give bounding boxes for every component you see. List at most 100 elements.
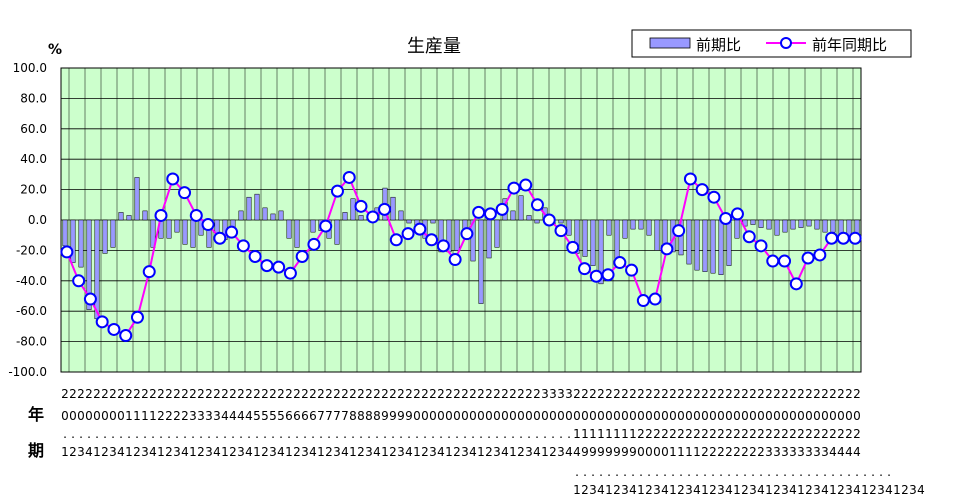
- x-tick-label: .: [839, 465, 843, 479]
- x-tick-label: 2: [373, 387, 381, 401]
- x-tick-label: 2: [421, 445, 429, 459]
- x-tick-label: 1: [445, 445, 453, 459]
- x-tick-label: 4: [821, 483, 829, 497]
- x-tick-label: 2: [653, 427, 661, 441]
- x-tick-label: 0: [629, 409, 637, 423]
- bar: [718, 219, 724, 275]
- line-point: [178, 186, 192, 200]
- x-tick-label: 0: [485, 409, 493, 423]
- x-tick-label: 2: [485, 387, 493, 401]
- line-point: [130, 310, 144, 324]
- bar: [262, 207, 268, 221]
- x-tick-label: .: [855, 465, 859, 479]
- x-tick-label: 0: [573, 409, 581, 423]
- x-tick-label: 0: [581, 409, 589, 423]
- x-tick-label: 2: [69, 387, 77, 401]
- x-tick-label: 1: [637, 483, 645, 497]
- y-tick-label: -40.0: [16, 274, 47, 288]
- x-tick-label: 3: [765, 445, 773, 459]
- bar: [814, 219, 820, 230]
- x-tick-label: 1: [125, 409, 133, 423]
- x-tick-label: 0: [693, 409, 701, 423]
- x-tick-label: 2: [741, 445, 749, 459]
- line-point: [201, 218, 215, 232]
- x-tick-label: .: [759, 465, 763, 479]
- x-tick-label: 2: [701, 387, 709, 401]
- row-label-year: 年: [28, 405, 44, 424]
- bar: [118, 212, 124, 221]
- x-tick-label: 2: [341, 387, 349, 401]
- bar: [86, 219, 92, 310]
- bar: [102, 219, 108, 254]
- x-tick-label: 1: [605, 483, 613, 497]
- bar: [774, 219, 780, 236]
- x-tick-label: 2: [845, 427, 853, 441]
- y-unit-label: %: [48, 42, 62, 58]
- x-tick-label: 2: [77, 387, 85, 401]
- bar: [134, 177, 140, 221]
- x-tick-label: 4: [573, 445, 581, 459]
- x-tick-label: 4: [341, 445, 349, 459]
- x-tick-label: .: [423, 427, 427, 441]
- x-tick-label: 4: [437, 445, 445, 459]
- line-point: [119, 329, 133, 343]
- x-tick-label: .: [399, 427, 403, 441]
- x-tick-label: 2: [325, 387, 333, 401]
- bar: [110, 219, 116, 248]
- x-tick-label: .: [207, 427, 211, 441]
- x-tick-label: 1: [285, 445, 293, 459]
- x-tick-label: 2: [605, 387, 613, 401]
- x-tick-label: .: [567, 427, 571, 441]
- x-tick-label: .: [63, 427, 67, 441]
- bar: [726, 219, 732, 266]
- bar: [470, 219, 476, 262]
- x-tick-label: 1: [613, 427, 621, 441]
- x-tick-label: 3: [269, 445, 277, 459]
- y-tick-label: 60.0: [20, 122, 47, 136]
- x-tick-label: 2: [349, 387, 357, 401]
- x-tick-label: .: [871, 465, 875, 479]
- x-tick-label: 1: [677, 445, 685, 459]
- bar: [486, 219, 492, 259]
- line-point: [801, 251, 815, 265]
- x-tick-label: 4: [661, 483, 669, 497]
- bar: [94, 219, 100, 320]
- x-tick-label: .: [711, 465, 715, 479]
- x-tick-label: 4: [853, 483, 861, 497]
- x-tick-label: 0: [605, 409, 613, 423]
- x-tick-label: 2: [93, 387, 101, 401]
- x-tick-label: 2: [701, 445, 709, 459]
- x-tick-label: .: [79, 427, 83, 441]
- line-point: [60, 245, 74, 259]
- line-point: [366, 210, 380, 224]
- x-tick-label: 2: [853, 427, 861, 441]
- x-tick-label: 2: [821, 387, 829, 401]
- x-tick-label: 1: [597, 427, 605, 441]
- x-tick-label: .: [199, 427, 203, 441]
- x-tick-label: 0: [845, 409, 853, 423]
- x-tick-label: 4: [829, 445, 837, 459]
- x-tick-label: 0: [661, 409, 669, 423]
- line-point: [730, 207, 744, 221]
- line-point: [248, 249, 262, 263]
- x-tick-label: 0: [741, 409, 749, 423]
- x-tick-label: 9: [581, 445, 589, 459]
- x-tick-label: .: [767, 465, 771, 479]
- x-tick-label: 4: [149, 445, 157, 459]
- x-tick-label: 2: [101, 445, 109, 459]
- x-tick-label: .: [103, 427, 107, 441]
- x-tick-label: 0: [413, 409, 421, 423]
- x-tick-label: .: [343, 427, 347, 441]
- line-point: [413, 222, 427, 236]
- x-tick-label: 4: [469, 445, 477, 459]
- bar: [582, 219, 588, 257]
- x-tick-label: 2: [381, 387, 389, 401]
- x-tick-label: 2: [533, 387, 541, 401]
- line-point: [425, 233, 439, 247]
- x-tick-label: .: [295, 427, 299, 441]
- x-tick-label: 9: [381, 409, 389, 423]
- x-tick-label: 2: [317, 387, 325, 401]
- x-tick-label: 9: [397, 409, 405, 423]
- bar: [790, 219, 796, 230]
- x-tick-label: 3: [213, 409, 221, 423]
